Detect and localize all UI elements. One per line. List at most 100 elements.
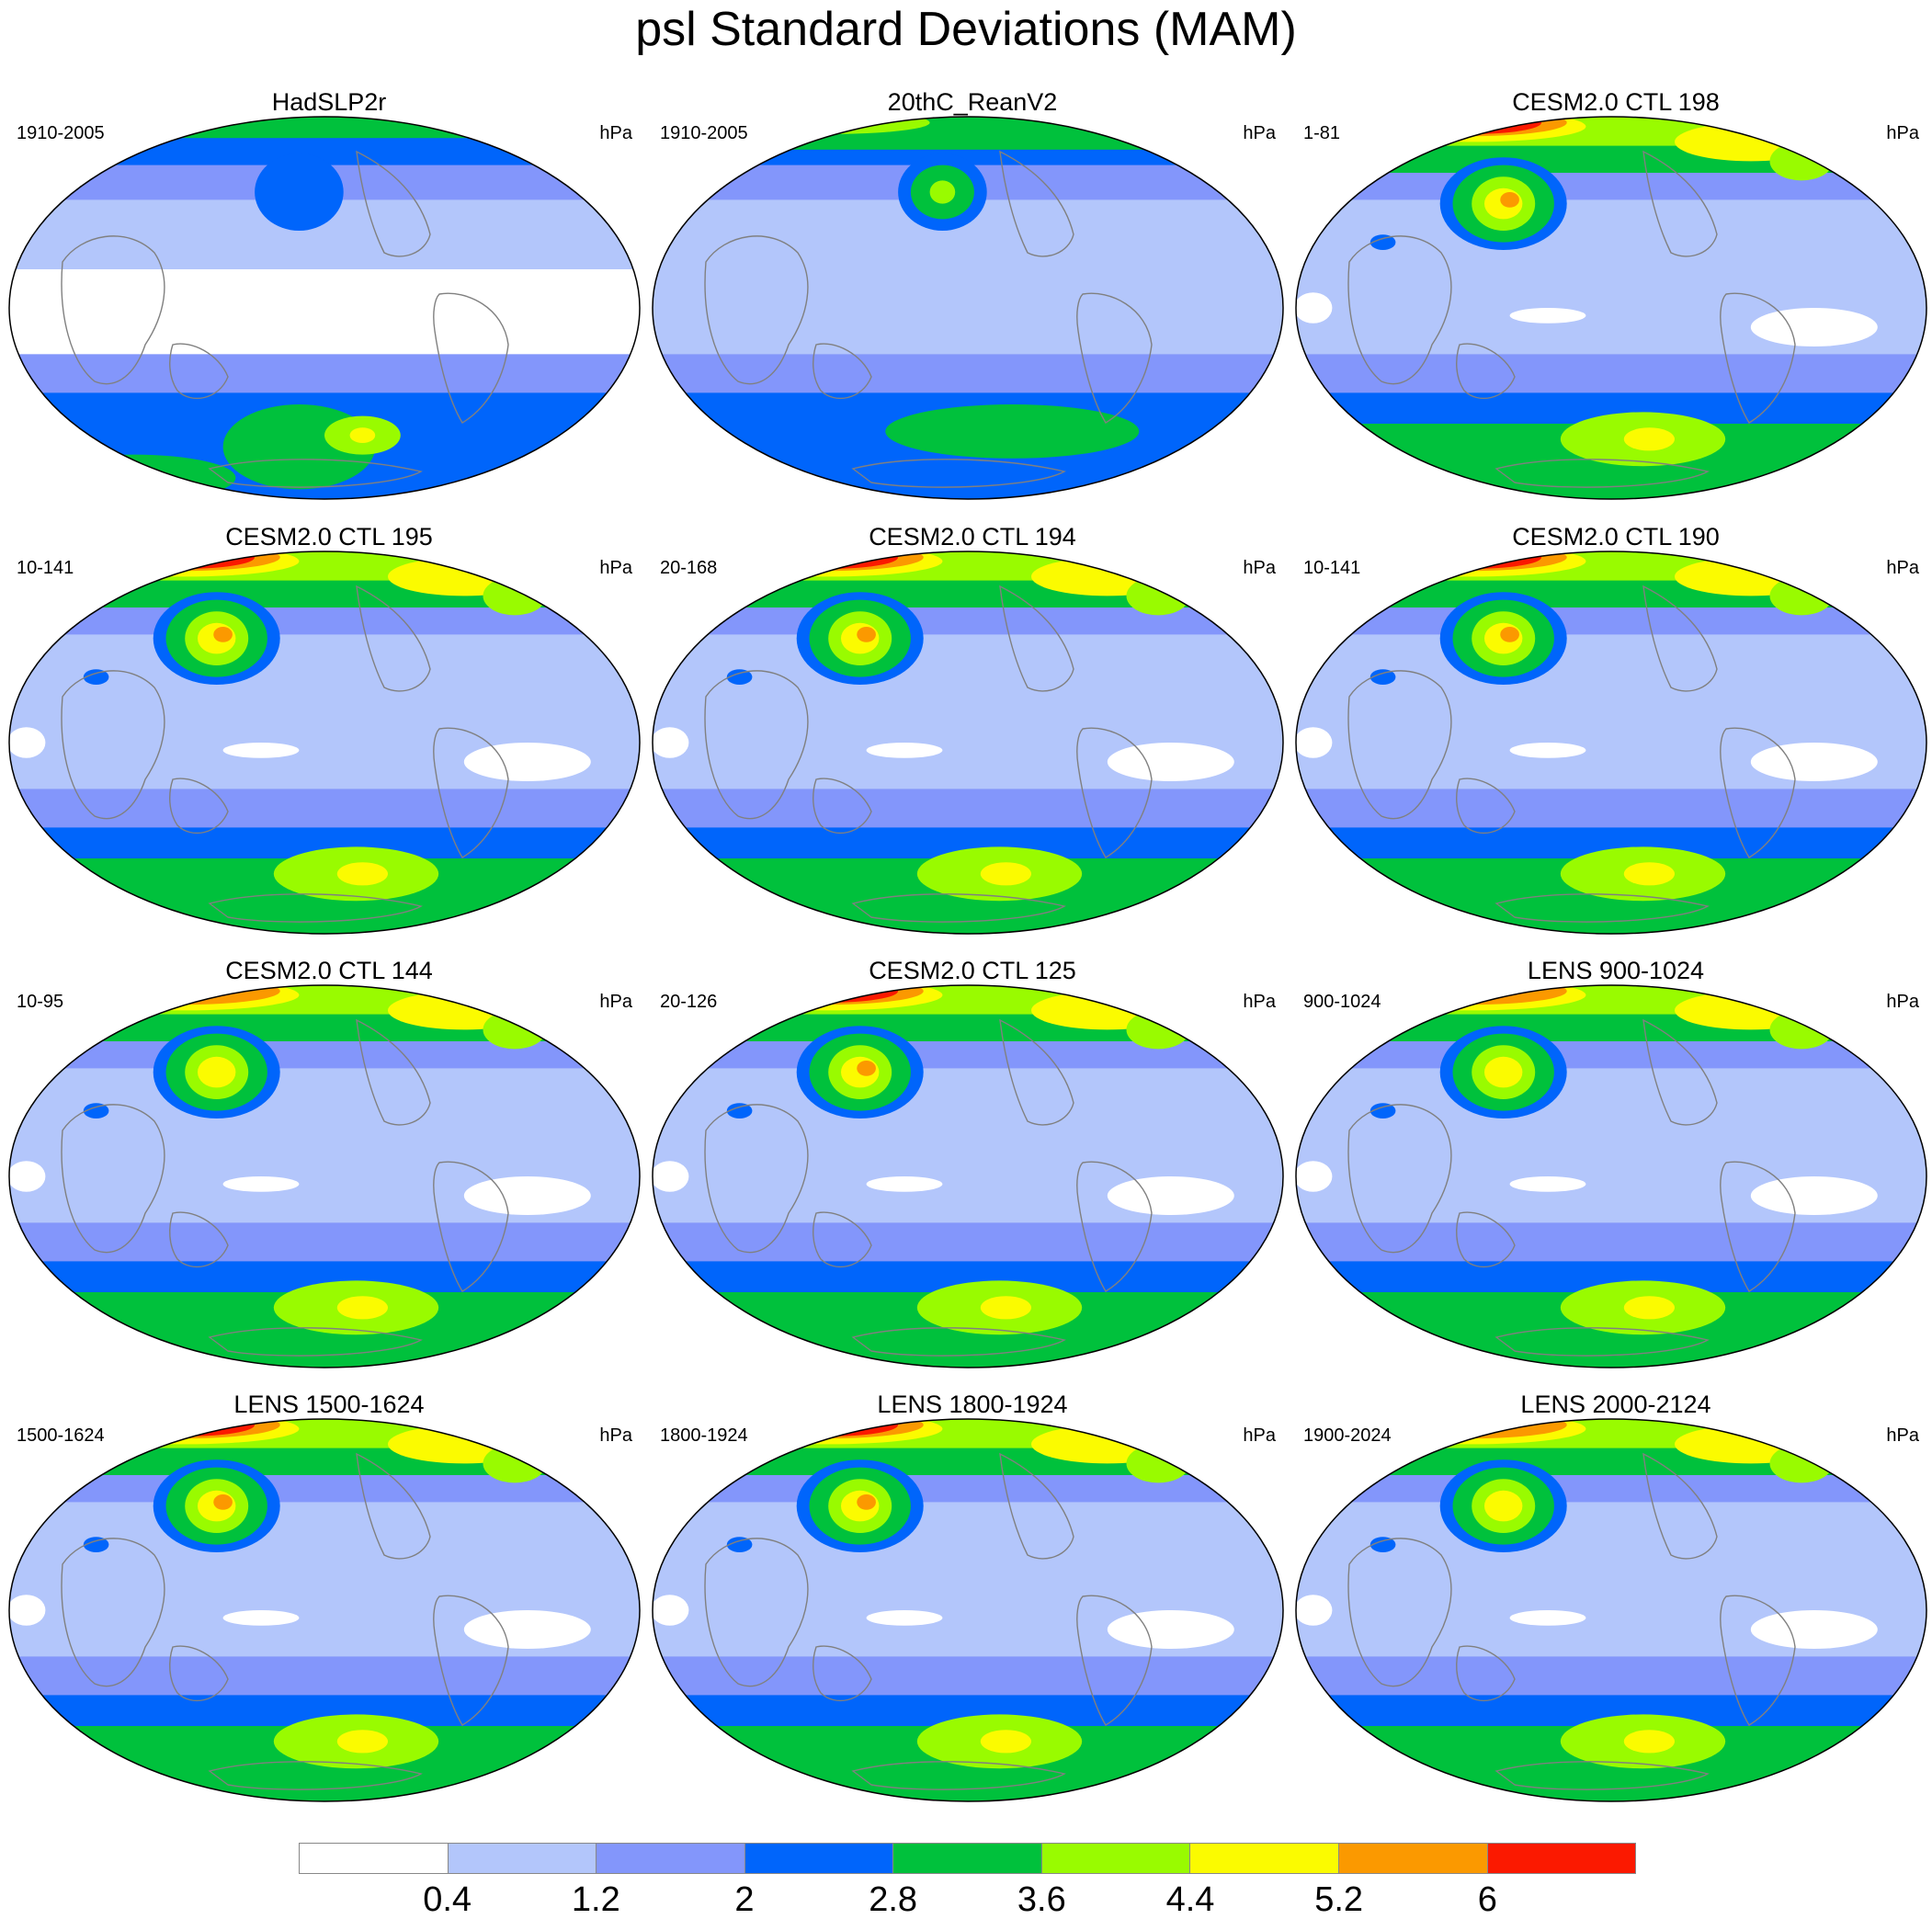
map-panel: LENS 1500-1624 1500-1624 hPa <box>7 1390 651 1826</box>
contour-region <box>929 180 956 204</box>
contour-region <box>1623 427 1675 451</box>
contour-region <box>653 1161 689 1192</box>
panel-units: hPa <box>1886 123 1919 143</box>
contour-region <box>83 669 109 685</box>
contour-band <box>9 985 640 1015</box>
panel-period: 1800-1924 <box>660 1425 748 1446</box>
panel-title: LENS 1800-1924 <box>877 1391 1068 1418</box>
contour-region <box>1126 1444 1190 1483</box>
coastline <box>208 1327 423 1357</box>
coastline <box>1456 343 1516 400</box>
map-outline <box>652 116 1284 500</box>
contour-band <box>9 117 640 139</box>
coastlines <box>61 1018 509 1357</box>
contour-region <box>336 1296 388 1320</box>
contour-map <box>1295 551 1927 935</box>
contour-band <box>9 551 640 581</box>
panel-units: hPa <box>1243 1425 1276 1446</box>
contour-field <box>653 117 1283 499</box>
panel-period: 1-81 <box>1303 123 1341 143</box>
coastline <box>1076 1161 1153 1292</box>
coastline <box>1456 778 1516 835</box>
contour-region <box>1769 1010 1834 1050</box>
contour-region <box>255 153 344 231</box>
coastline <box>169 1645 229 1702</box>
contour-region <box>1509 743 1586 758</box>
contour-region <box>857 1494 876 1510</box>
contour-map <box>1295 116 1927 500</box>
panel-title: CESM2.0 CTL 125 <box>869 957 1076 984</box>
panel-title: LENS 1500-1624 <box>233 1391 425 1418</box>
coastline <box>999 150 1074 257</box>
map-panel: HadSLP2r 1910-2005 hPa <box>7 87 651 524</box>
coastline <box>704 1104 809 1254</box>
contour-map <box>652 116 1284 500</box>
panel-period: 900-1024 <box>1303 992 1381 1012</box>
panel-title: CESM2.0 CTL 195 <box>225 523 433 551</box>
contour-region <box>1031 557 1184 596</box>
coastline <box>813 1211 872 1268</box>
panel-units: hPa <box>1243 123 1276 143</box>
panel-title: CESM2.0 CTL 190 <box>1512 523 1720 551</box>
contour-map <box>8 1418 641 1802</box>
coastline <box>356 585 431 692</box>
contour-region <box>1500 627 1519 642</box>
contour-region <box>1675 1425 1827 1464</box>
coastline <box>999 585 1074 692</box>
colorbar: 0.4 1.2 2 2.8 3.6 4.4 5.2 6 <box>299 1843 1637 1919</box>
coastline <box>1642 585 1718 692</box>
map-panel: LENS 2000-2124 1900-2024 hPa <box>1294 1390 1932 1826</box>
colorbar-box <box>299 1843 449 1874</box>
contour-map <box>652 984 1284 1368</box>
map-panel: LENS 1800-1924 1800-1924 hPa <box>651 1390 1294 1826</box>
map-outline <box>1295 551 1927 935</box>
coastlines <box>704 1452 1153 1790</box>
contour-region <box>336 862 388 886</box>
colorbar-box <box>1041 1843 1191 1874</box>
coastline <box>433 727 509 858</box>
colorbar-tick-label: 2.8 <box>869 1880 918 1919</box>
coastlines <box>704 585 1153 923</box>
coastline <box>1494 893 1710 923</box>
map-outline <box>1295 116 1927 500</box>
contour-region <box>1769 576 1834 616</box>
coastline <box>61 1104 165 1254</box>
contour-region <box>1369 1103 1396 1118</box>
contour-region <box>1509 308 1586 324</box>
contour-region <box>388 557 540 596</box>
coastline <box>61 235 165 385</box>
contour-region <box>1369 234 1396 250</box>
map-panel: CESM2.0 CTL 194 20-168 hPa <box>651 522 1294 959</box>
contour-map <box>652 1418 1284 1802</box>
contour-region <box>463 743 591 781</box>
contour-region <box>1623 1296 1675 1320</box>
contour-region <box>388 991 540 1030</box>
panel-title: HadSLP2r <box>271 88 387 116</box>
contour-region <box>1484 1490 1523 1522</box>
contour-band <box>1296 985 1926 1015</box>
coastline <box>356 1452 431 1560</box>
contour-region <box>1675 991 1827 1030</box>
coastlines <box>1347 150 1796 488</box>
map-panel: 20thC_ReanV2 1910-2005 hPa <box>651 87 1294 524</box>
coastline <box>999 1452 1074 1560</box>
contour-region <box>866 1610 943 1626</box>
coastlines <box>61 1452 509 1790</box>
contour-region <box>9 1161 46 1192</box>
panel-title: 20thC_ReanV2 <box>887 88 1058 116</box>
contour-region <box>222 743 300 758</box>
coastline <box>169 343 229 400</box>
contour-band <box>9 1419 640 1448</box>
contour-region <box>1107 1610 1234 1649</box>
panel-period: 20-126 <box>660 992 718 1012</box>
panel-units: hPa <box>599 1425 632 1446</box>
contour-region <box>1031 1425 1184 1464</box>
contour-region <box>1750 1610 1878 1649</box>
contour-region <box>222 1176 300 1192</box>
contour-region <box>1484 1056 1523 1088</box>
contour-map <box>1295 984 1927 1368</box>
coastlines <box>704 150 1153 488</box>
colorbar-box <box>744 1843 894 1874</box>
coastline <box>813 343 872 400</box>
